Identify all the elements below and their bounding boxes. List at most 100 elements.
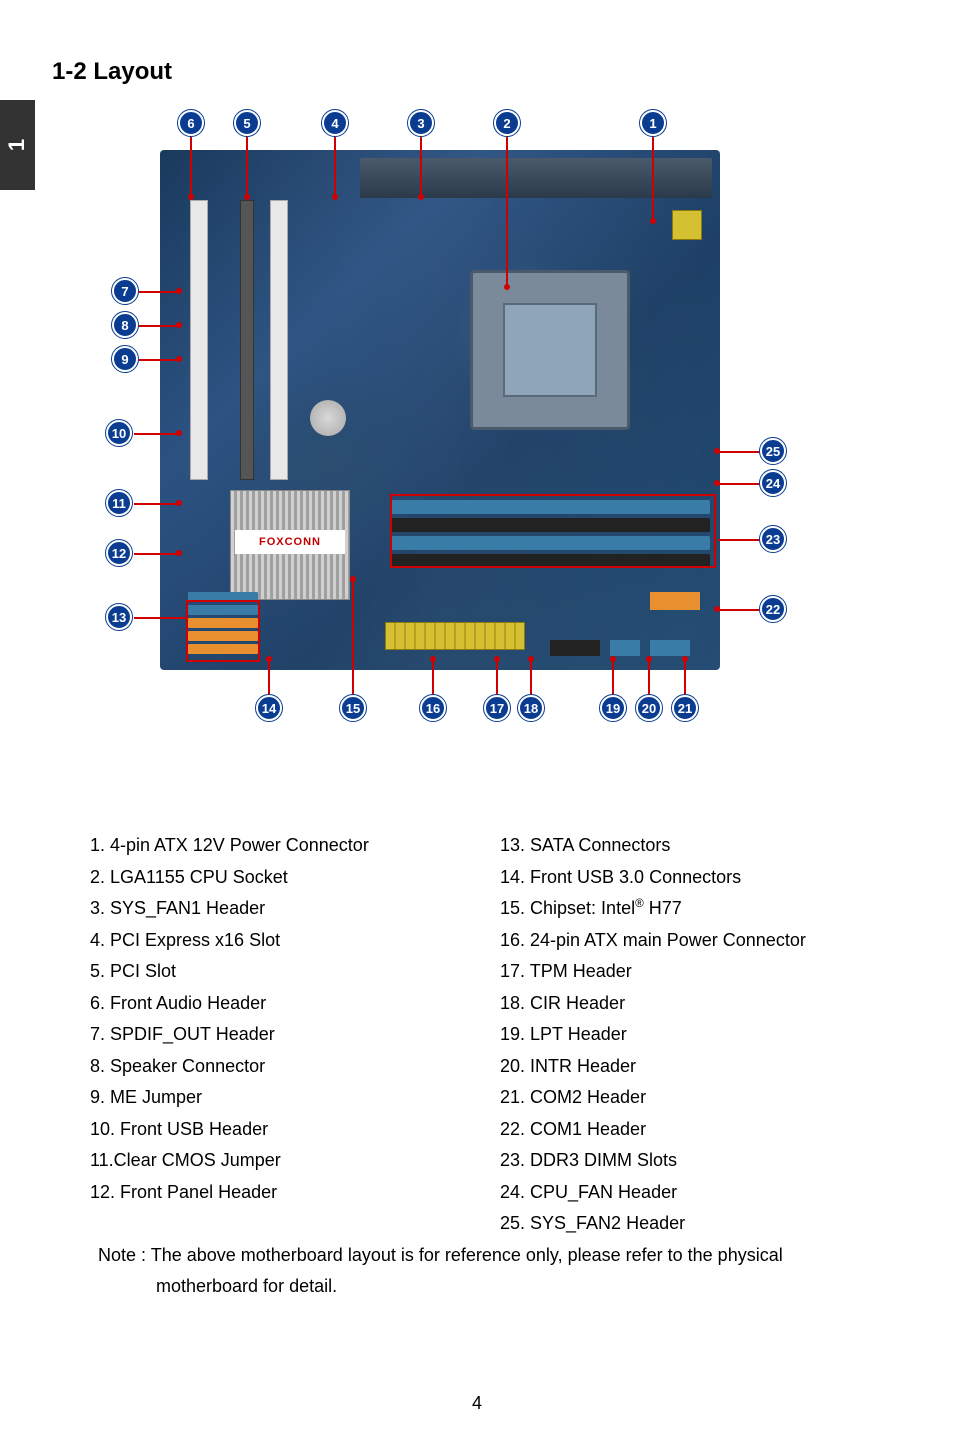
callout-15: 15 [340, 695, 366, 721]
legend-item: 10. Front USB Header [90, 1114, 460, 1146]
leader-dot [430, 656, 436, 662]
dimm-slot-1 [390, 500, 710, 514]
legend-item: 21. COM2 Header [500, 1082, 870, 1114]
sata-port [188, 644, 258, 654]
legend-item: 11.Clear CMOS Jumper [90, 1145, 460, 1177]
header-block [550, 640, 600, 656]
legend-item: 25. SYS_FAN2 Header [500, 1208, 870, 1240]
leader-line [134, 503, 178, 505]
legend-item: 2. LGA1155 CPU Socket [90, 862, 460, 894]
callout-14: 14 [256, 695, 282, 721]
leader-dot [650, 218, 656, 224]
leader-line [718, 451, 760, 453]
leader-line [496, 660, 498, 696]
cmos-battery [310, 400, 346, 436]
leader-dot [714, 606, 720, 612]
leader-dot [714, 448, 720, 454]
leader-line [718, 483, 760, 485]
legend-item: 22. COM1 Header [500, 1114, 870, 1146]
atx-12v-connector [672, 210, 702, 240]
callout-20: 20 [636, 695, 662, 721]
header-block [650, 640, 690, 656]
legend-item: 9. ME Jumper [90, 1082, 460, 1114]
sata-port [188, 605, 258, 615]
sata-port [188, 618, 258, 628]
pci-slot-2 [270, 200, 288, 480]
callout-11: 11 [106, 490, 132, 516]
callout-7: 7 [112, 278, 138, 304]
leader-dot [350, 576, 356, 582]
dimm-slot-4 [390, 554, 710, 568]
leader-dot [714, 480, 720, 486]
leader-dot [418, 194, 424, 200]
leader-line [718, 609, 760, 611]
callout-22: 22 [760, 596, 786, 622]
leader-dot [244, 194, 250, 200]
leader-dot [646, 656, 652, 662]
dimm-slot-2 [390, 518, 710, 532]
leader-dot [504, 284, 510, 290]
atx-24pin-connector [385, 622, 525, 650]
leader-dot [176, 430, 182, 436]
leader-line [134, 617, 186, 619]
callout-3: 3 [408, 110, 434, 136]
legend-item: 1. 4-pin ATX 12V Power Connector [90, 830, 460, 862]
legend-item: 16. 24-pin ATX main Power Connector [500, 925, 870, 957]
leader-dot [528, 656, 534, 662]
callout-19: 19 [600, 695, 626, 721]
leader-line [684, 660, 686, 696]
legend-item: 8. Speaker Connector [90, 1051, 460, 1083]
legend-item: 4. PCI Express x16 Slot [90, 925, 460, 957]
legend-item: 7. SPDIF_OUT Header [90, 1019, 460, 1051]
leader-dot [176, 322, 182, 328]
leader-dot [176, 356, 182, 362]
callout-21: 21 [672, 695, 698, 721]
note-line-2: motherboard for detail. [98, 1271, 868, 1302]
motherboard-layout-diagram: FOXCONN 6 5 4 3 2 1 7 8 9 1 [100, 110, 870, 730]
leader-dot [176, 500, 182, 506]
rear-io-block [360, 158, 712, 198]
leader-line [506, 136, 508, 286]
leader-dot [176, 288, 182, 294]
leader-line [420, 136, 422, 196]
leader-line [138, 359, 178, 361]
leader-line [138, 325, 178, 327]
callout-24: 24 [760, 470, 786, 496]
note-line-1: Note : The above motherboard layout is f… [98, 1240, 868, 1271]
legend-item: 14. Front USB 3.0 Connectors [500, 862, 870, 894]
callout-1: 1 [640, 110, 666, 136]
leader-line [530, 660, 532, 696]
leader-line [648, 660, 650, 696]
leader-dot [176, 550, 182, 556]
footnote: Note : The above motherboard layout is f… [98, 1240, 868, 1301]
legend-item: 12. Front Panel Header [90, 1177, 460, 1209]
leader-line [134, 433, 178, 435]
legend-item: 23. DDR3 DIMM Slots [500, 1145, 870, 1177]
leader-line [432, 660, 434, 696]
header-block [610, 640, 640, 656]
dimm-slot-3 [390, 536, 710, 550]
leader-dot [494, 656, 500, 662]
legend-item: 19. LPT Header [500, 1019, 870, 1051]
callout-9: 9 [112, 346, 138, 372]
legend-item: 5. PCI Slot [90, 956, 460, 988]
callout-10: 10 [106, 420, 132, 446]
leader-dot [682, 656, 688, 662]
leader-line [134, 553, 178, 555]
legend-item: 20. INTR Header [500, 1051, 870, 1083]
layout-legend: 1. 4-pin ATX 12V Power Connector 2. LGA1… [90, 830, 870, 1240]
sata-connectors-block [188, 592, 258, 652]
cpu-socket [470, 270, 630, 430]
callout-6: 6 [178, 110, 204, 136]
legend-item: 24. CPU_FAN Header [500, 1177, 870, 1209]
leader-dot [610, 656, 616, 662]
leader-dot [188, 194, 194, 200]
callout-4: 4 [322, 110, 348, 136]
sata-port [188, 592, 258, 602]
legend-item: 13. SATA Connectors [500, 830, 870, 862]
motherboard-illustration: FOXCONN [160, 150, 720, 670]
leader-line [138, 291, 178, 293]
callout-25: 25 [760, 438, 786, 464]
leader-line [612, 660, 614, 696]
callout-8: 8 [112, 312, 138, 338]
